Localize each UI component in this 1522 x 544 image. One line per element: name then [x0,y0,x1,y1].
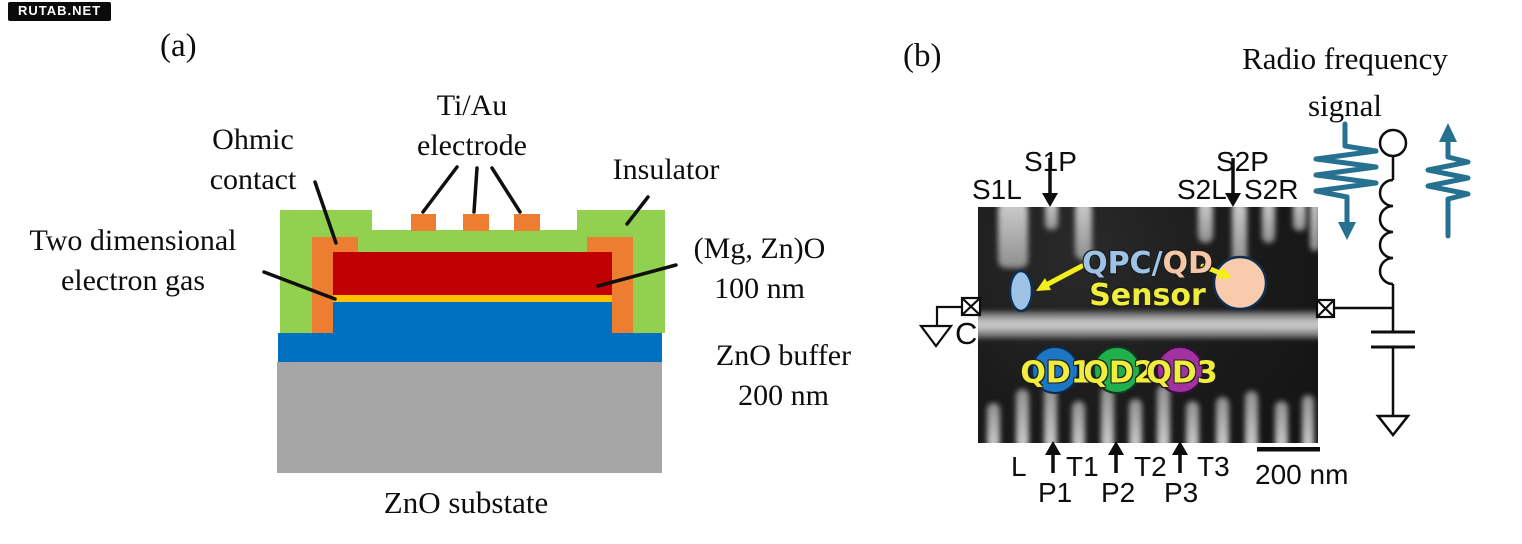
sem-channel-stripe [978,311,1318,339]
gate-finger-icon [1216,397,1229,443]
rf-signal-arrows [1313,121,1471,240]
mgzno-layer [333,252,612,295]
gate-finger-icon [1129,399,1142,443]
gate-label-t1: T1 [1066,451,1099,482]
panel-a-tag: (a) [160,28,197,64]
tiau-leader-line-2 [472,166,479,214]
mgzno-label: (Mg, Zn)O 100 nm [693,232,826,305]
s1p-arrowhead-icon [1042,193,1058,207]
gate-finger-icon [1186,401,1199,443]
ohmic-contact-right-cap [587,237,633,252]
panel-b-tag: (b) [903,38,942,74]
sensor-annotation-line1: QPC/QD [1040,246,1255,281]
gate-label-s2l: S2L [1177,174,1227,205]
two-deg-label: Two dimensional electron gas [29,224,237,297]
qd3-label: QD3 [1146,355,1218,391]
rf-in-arrowhead-icon [1338,222,1356,240]
gate-label-s2p: S2P [1216,146,1269,177]
p1-arrowhead-icon [1045,441,1061,455]
gate-finger-icon [1075,207,1092,260]
watermark-badge: RUTAB.NET [8,2,112,21]
zno-substrate-layer [277,362,662,473]
rf-tank-circuit [1315,128,1415,438]
s2p-arrowhead-icon [1225,193,1241,207]
capacitor-icon [1371,330,1415,349]
tiau-leader-line-3 [490,166,522,214]
sensor-annotation: QPC/QD Sensor [1040,246,1255,314]
qd-text: QD [1162,246,1213,281]
ground-c-label: C [955,316,978,351]
gate-finger-icon [1232,207,1247,267]
zno-substrate-label: ZnO substate [383,485,549,520]
gate-label-s1l: S1L [972,174,1022,205]
gate-finger-icon [1275,401,1288,443]
gate-finger-icon [1262,207,1275,243]
rf-out-arrow [1425,138,1471,239]
gate-finger-icon [1072,401,1085,443]
gate-finger-icon [1101,387,1114,443]
gate-label-s2r: S2R [1244,174,1299,205]
gate-finger-icon [998,207,1028,268]
tiau-electrode-label: Ti/Au electrode [417,89,527,162]
sensor-word: Sensor [1089,278,1206,314]
gate-label-p1: P1 [1038,477,1073,508]
tiau-electrode-2 [463,214,489,231]
qd2-label: QD2 [1083,355,1155,391]
zno-buffer-label: ZnO buffer 200 nm [715,339,852,412]
zno-buffer-base-layer [278,333,662,362]
zno-buffer-mesa-layer [333,302,612,333]
tiau-electrode-3 [514,214,540,231]
ohmic-contact-left-cap [312,237,358,252]
gate-label-t3: T3 [1197,451,1230,482]
insulator-label: Insulator [612,153,720,186]
gate-finger-icon [1245,391,1258,443]
sem-image [978,207,1318,443]
gate-finger-icon [1198,207,1213,243]
gate-label-p2: P2 [1101,477,1136,508]
ohmic-contact-label: Ohmic contact [209,123,297,196]
rf-in-arrow [1313,121,1379,227]
qpc-text: QPC/ [1082,246,1163,281]
scale-bar [1257,447,1320,452]
gate-finger-icon [1310,207,1318,251]
gate-label-t2: T2 [1134,451,1167,482]
bond-pad-cross-icon [1316,299,1335,318]
bond-pad-icon [1315,298,1336,319]
ground-icon [918,324,954,348]
gate-finger-icon [1157,385,1170,443]
two-deg-layer [333,295,612,302]
gate-finger-icon [987,403,1000,443]
p3-arrowhead-icon [1172,441,1188,455]
gate-label-s1p: S1P [1024,146,1077,177]
tiau-electrode-1 [411,214,436,231]
gate-finger-icon [1045,207,1058,230]
gate-finger-icon [1044,385,1057,443]
tiau-leader-line-1 [421,165,459,214]
ground-icon [1375,414,1411,438]
gate-label-l: L [1011,451,1027,482]
gate-finger-icon [1293,207,1306,231]
gate-label-p3: P3 [1164,477,1199,508]
qd1-label: QD1 [1020,355,1092,391]
rf-signal-label: Radio frequency signal [1242,41,1448,123]
scale-bar-label: 200 nm [1255,459,1349,490]
gate-finger-icon [1302,395,1314,443]
p2-arrowhead-icon [1108,441,1124,455]
inductor-icon [1378,178,1394,286]
rf-port-icon [1378,128,1408,158]
gate-finger-icon [1016,389,1029,443]
